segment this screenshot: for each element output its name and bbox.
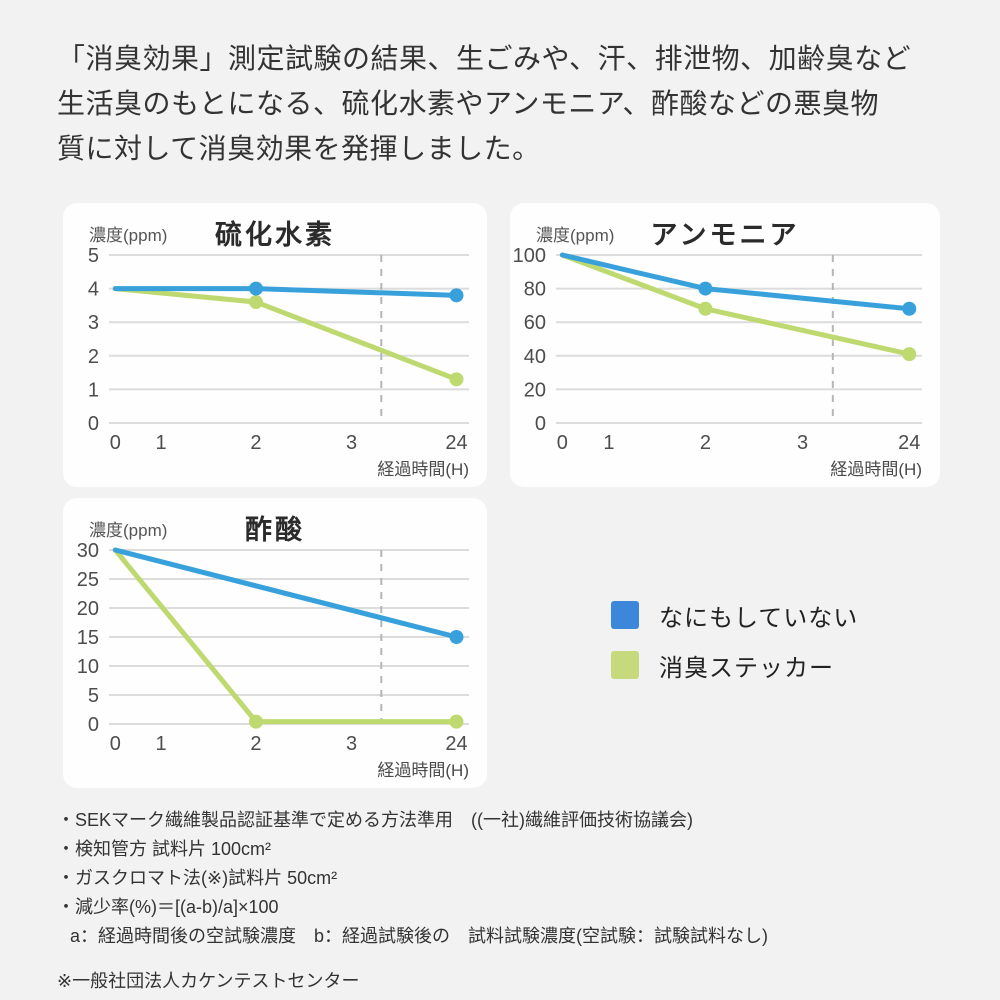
- x-tick-label: 0: [110, 733, 121, 755]
- data-point-marker: [902, 347, 917, 362]
- line-chart-hydrogen-sulfide: 0 1 2 3 4 5 0 1 2 3 24 経過時間(H): [88, 247, 469, 479]
- y-axis-label: 濃度(ppm): [89, 521, 168, 540]
- y-tick-label: 60: [524, 312, 546, 334]
- x-tick-label: 1: [603, 432, 614, 454]
- x-tick-label: 0: [557, 432, 568, 454]
- legend-swatch-blue: [611, 601, 639, 629]
- y-tick-label: 0: [535, 413, 546, 435]
- x-tick-label: 24: [898, 432, 920, 454]
- data-point-marker: [698, 281, 713, 296]
- data-point-marker: [248, 295, 263, 310]
- y-tick-label: 80: [524, 279, 546, 301]
- y-tick-label: 3: [88, 312, 99, 334]
- y-tick-label: 1: [88, 379, 99, 401]
- x-axis-label: 経過時間(H): [377, 761, 469, 780]
- x-tick-label: 1: [156, 432, 167, 454]
- y-tick-label: 20: [77, 598, 99, 620]
- x-tick-label: 0: [110, 432, 121, 454]
- footnotes: ・SEKマーク繊維製品認証基準で定める方法準用 ((一社)繊維評価技術協議会) ・…: [57, 806, 768, 996]
- y-tick-label: 100: [513, 247, 546, 267]
- y-tick-label: 5: [88, 247, 99, 267]
- chart-title: 硫化水素: [215, 220, 335, 250]
- x-tick-label: 3: [346, 733, 357, 755]
- x-tick-label: 24: [445, 432, 467, 454]
- x-tick-label: 24: [445, 733, 467, 755]
- intro-line-2: 生活臭のもとになる、硫化水素やアンモニア、酢酸などの悪臭物: [57, 88, 880, 119]
- data-point-marker: [248, 714, 263, 729]
- y-tick-label: 15: [77, 627, 99, 649]
- footnote-line: ・SEKマーク繊維製品認証基準で定める方法準用 ((一社)繊維評価技術協議会): [57, 810, 693, 830]
- footnote-line: ・ガスクロマト法(※)試料片 50cm²: [57, 868, 338, 888]
- data-point-marker: [449, 288, 464, 303]
- y-tick-label: 10: [77, 656, 99, 678]
- data-point-marker: [902, 301, 917, 316]
- data-point-marker: [248, 281, 263, 296]
- footnote-line: ・検知管方 試料片 100cm²: [57, 839, 272, 859]
- x-tick-label: 3: [797, 432, 808, 454]
- x-tick-label: 2: [250, 432, 261, 454]
- series-line-消臭ステッカー: [112, 286, 459, 382]
- legend-item-untreated: なにもしていない: [611, 601, 858, 632]
- chart-card-acetic-acid: 濃度(ppm) 酢酸 0 5 10 15 20 25 30 0 1 2 3 24 経過時間(H): [63, 498, 487, 788]
- chart-header: 濃度(ppm) 硫化水素: [63, 203, 487, 250]
- series-line-なにもしていない: [112, 547, 459, 640]
- y-tick-label: 20: [524, 379, 546, 401]
- y-tick-label: 5: [88, 685, 99, 707]
- data-point-marker: [698, 301, 713, 316]
- intro-line-3: 質に対して消臭効果を発揮しました。: [57, 133, 541, 164]
- series-line-なにもしていない: [559, 252, 912, 312]
- data-point-marker: [449, 714, 464, 729]
- data-point-marker: [449, 372, 464, 387]
- x-tick-label: 1: [156, 733, 167, 755]
- footnote-line: ・減少率(%)＝[(a-b)/a]×100: [57, 897, 279, 917]
- x-axis-label: 経過時間(H): [830, 460, 922, 479]
- y-tick-label: 30: [77, 542, 99, 562]
- intro-line-1: 「消臭効果」測定試験の結果、生ごみや、汗、排泄物、加齢臭など: [57, 43, 912, 74]
- y-tick-label: 0: [88, 413, 99, 435]
- chart-card-ammonia: 濃度(ppm) アンモニア 0 20 40 60 80 100 0 1 2 3 24 経過時間(H): [510, 203, 940, 487]
- intro-text: 「消臭効果」測定試験の結果、生ごみや、汗、排泄物、加齢臭など 生活臭のもとになる…: [57, 36, 911, 171]
- legend-swatch-green: [611, 651, 639, 679]
- data-point-marker: [449, 630, 464, 644]
- chart-header: 濃度(ppm) アンモニア: [510, 203, 940, 250]
- y-tick-label: 2: [88, 346, 99, 368]
- chart-title: 酢酸: [245, 515, 305, 545]
- y-axis-label: 濃度(ppm): [536, 226, 615, 245]
- line-chart-acetic-acid: 0 5 10 15 20 25 30 0 1 2 3 24 経過時間(H): [77, 542, 469, 780]
- legend-item-deodorant-sticker: 消臭ステッカー: [611, 651, 858, 682]
- chart-card-hydrogen-sulfide: 濃度(ppm) 硫化水素 0 1 2 3 4 5 0 1 2 3 24 経過時間(H): [63, 203, 487, 487]
- line-chart-ammonia: 0 20 40 60 80 100 0 1 2 3 24 経過時間(H): [513, 247, 922, 479]
- x-tick-label: 3: [346, 432, 357, 454]
- x-tick-label: 2: [250, 733, 261, 755]
- y-tick-label: 25: [77, 569, 99, 591]
- y-tick-label: 4: [88, 279, 99, 301]
- x-axis-label: 経過時間(H): [377, 460, 469, 479]
- y-axis-label: 濃度(ppm): [89, 226, 168, 245]
- footnote-note: ※一般社団法人カケンテストセンター: [57, 971, 360, 991]
- footnote-line: a：経過時間後の空試験濃度 b：経過試験後の 試料試験濃度(空試験：試験試料なし…: [70, 926, 769, 946]
- x-tick-label: 2: [700, 432, 711, 454]
- legend-label: なにもしていない: [659, 604, 859, 632]
- chart-header: 濃度(ppm) 酢酸: [63, 498, 487, 545]
- y-tick-label: 40: [524, 346, 546, 368]
- legend: なにもしていない 消臭ステッカー: [611, 601, 858, 701]
- y-tick-label: 0: [88, 714, 99, 736]
- legend-label: 消臭ステッカー: [659, 654, 834, 682]
- chart-title: アンモニア: [650, 220, 800, 250]
